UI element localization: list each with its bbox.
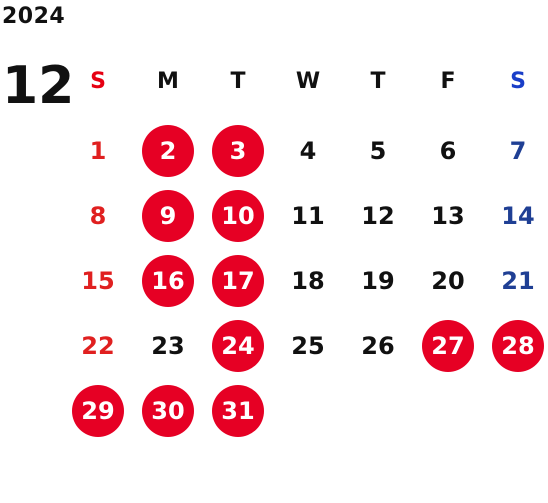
- calendar-month: 12: [2, 56, 75, 116]
- calendar-day: 8: [89, 202, 107, 230]
- weekday-label-monday: M: [157, 68, 179, 94]
- calendar-day: 24: [212, 320, 264, 372]
- week-row: 15 16 17 18 19 20 21: [68, 251, 548, 311]
- week-row: 8 9 10 11 12 13 14: [68, 186, 548, 246]
- weekday-header-row: S M T W T F S: [68, 51, 548, 111]
- calendar-day: 12: [361, 202, 395, 230]
- week-row: 29 30 31: [68, 381, 548, 441]
- calendar-day: 2: [142, 125, 194, 177]
- calendar-day: 11: [291, 202, 325, 230]
- calendar-day: 19: [361, 267, 395, 295]
- calendar-day: 13: [431, 202, 465, 230]
- calendar-day: 5: [369, 137, 387, 165]
- calendar-year: 2024: [2, 4, 66, 29]
- calendar-day: 21: [501, 267, 535, 295]
- week-row: 1 2 3 4 5 6 7: [68, 121, 548, 181]
- calendar-day: 25: [291, 332, 325, 360]
- weekday-label-friday: F: [440, 68, 456, 94]
- calendar-day: 28: [492, 320, 544, 372]
- weekday-label-thursday: T: [370, 68, 386, 94]
- weekday-label-sunday: S: [90, 68, 106, 94]
- calendar-day: 31: [212, 385, 264, 437]
- calendar-day: 29: [72, 385, 124, 437]
- calendar-day: 4: [299, 137, 317, 165]
- weekday-label-tuesday: T: [230, 68, 246, 94]
- weekday-label-saturday: S: [510, 68, 526, 94]
- calendar-day: 9: [142, 190, 194, 242]
- calendar-day: 22: [81, 332, 115, 360]
- calendar-day: 17: [212, 255, 264, 307]
- calendar-day: 15: [81, 267, 115, 295]
- calendar-day: 30: [142, 385, 194, 437]
- calendar-day: 16: [142, 255, 194, 307]
- weekday-label-wednesday: W: [295, 68, 321, 94]
- calendar-day: 3: [212, 125, 264, 177]
- calendar-day: 1: [89, 137, 107, 165]
- week-row: 22 23 24 25 26 27 28: [68, 316, 548, 376]
- calendar-day: 6: [439, 137, 457, 165]
- calendar-day: 23: [151, 332, 185, 360]
- calendar-day: 14: [501, 202, 535, 230]
- calendar-day: 20: [431, 267, 465, 295]
- calendar-day: 26: [361, 332, 395, 360]
- calendar-day: 18: [291, 267, 325, 295]
- calendar-day: 7: [509, 137, 527, 165]
- calendar-day: 10: [212, 190, 264, 242]
- calendar-day: 27: [422, 320, 474, 372]
